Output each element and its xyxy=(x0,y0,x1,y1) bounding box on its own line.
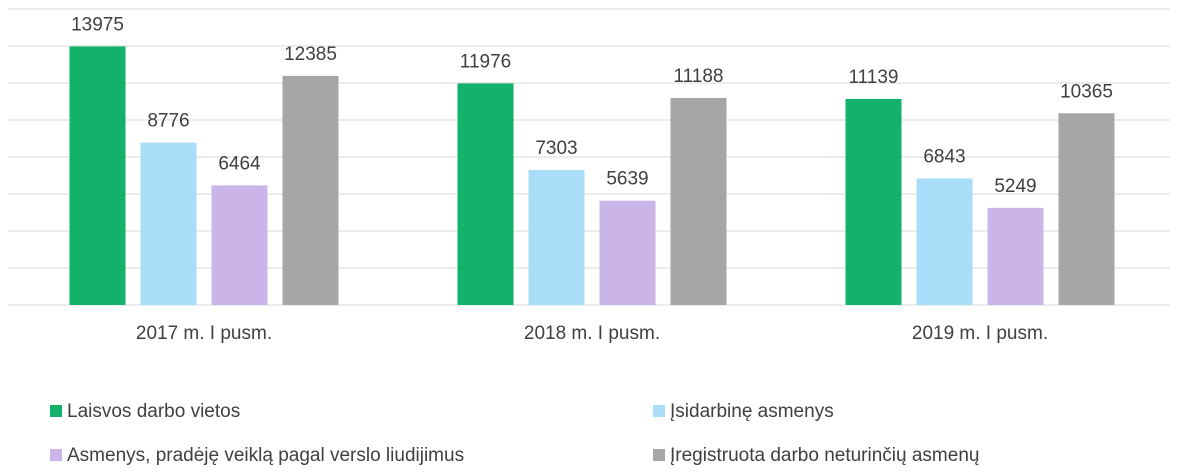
data-label: 7303 xyxy=(535,138,577,159)
data-label: 13975 xyxy=(71,14,124,35)
bar xyxy=(845,98,902,305)
legend-label: Laisvos darbo vietos xyxy=(67,401,240,422)
bar xyxy=(211,185,268,305)
data-label: 8776 xyxy=(147,111,189,132)
data-label: 6843 xyxy=(923,146,965,167)
bar xyxy=(140,142,197,305)
bar xyxy=(1058,113,1115,305)
data-label: 6464 xyxy=(218,153,261,174)
data-label: 11139 xyxy=(848,67,898,88)
data-label: 11188 xyxy=(673,66,723,87)
data-label: 10365 xyxy=(1060,81,1113,102)
legend-swatch xyxy=(50,405,62,417)
x-tick-label: 2018 m. I pusm. xyxy=(524,323,660,344)
data-label: 11976 xyxy=(460,51,511,72)
bar xyxy=(670,98,727,305)
legend-swatch xyxy=(653,449,665,461)
legend-swatch xyxy=(50,449,62,461)
bar xyxy=(916,178,973,305)
bar xyxy=(282,75,339,305)
x-tick-label: 2017 m. I pusm. xyxy=(136,323,272,344)
data-label: 5249 xyxy=(994,176,1036,197)
bar xyxy=(987,207,1044,305)
legend-swatch xyxy=(653,405,665,417)
bar xyxy=(457,83,514,305)
data-label: 5639 xyxy=(606,169,648,190)
bar xyxy=(528,169,585,305)
data-label: 12385 xyxy=(284,44,337,65)
bar xyxy=(69,46,126,306)
bar xyxy=(599,200,656,305)
legend-label: Asmenys, pradėję veiklą pagal verslo liu… xyxy=(67,445,464,466)
legend-label: Įsidarbinę asmenys xyxy=(670,401,834,422)
x-tick-label: 2019 m. I pusm. xyxy=(912,323,1048,344)
legend-label: Įregistruota darbo neturinčių asmenų xyxy=(670,445,979,466)
